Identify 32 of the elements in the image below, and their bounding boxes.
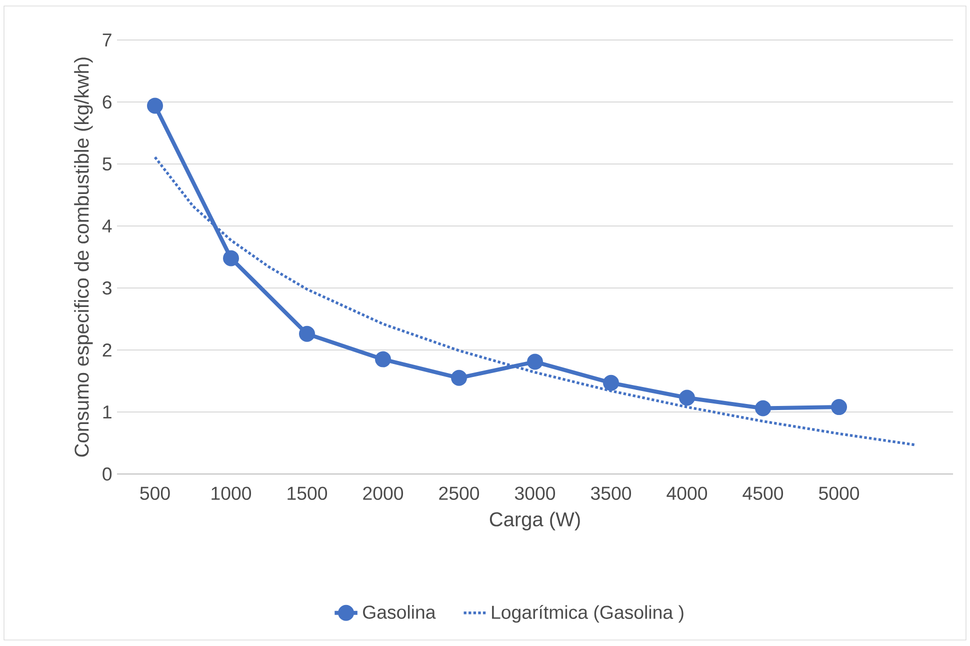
legend-label: Logarítmica (Gasolina ) [492, 604, 684, 623]
y-tick-label: 6 [102, 95, 112, 109]
x-tick-label: 4000 [666, 486, 708, 500]
x-tick-label: 2000 [363, 486, 404, 500]
x-tick-label: 2500 [439, 486, 480, 500]
point [527, 354, 544, 370]
point [831, 399, 848, 416]
y-tick-label: 4 [102, 220, 112, 232]
point [679, 390, 696, 406]
point [451, 370, 468, 386]
x-tick-label: 1000 [212, 486, 252, 500]
point [223, 250, 239, 266]
x-tick-label: 3000 [514, 486, 556, 500]
point [375, 351, 392, 368]
y-tick-label: 5 [102, 157, 112, 171]
point [147, 98, 164, 114]
x-tick-label: 4500 [742, 486, 784, 500]
legend-label: Gasolina [363, 605, 436, 619]
x-axis-title: Carga (W) [490, 512, 580, 530]
y-tick-label: 3 [102, 281, 112, 295]
point [755, 400, 772, 416]
x-tick-label: 3500 [590, 486, 632, 500]
y-tick-label: 1 [103, 406, 112, 418]
point [603, 374, 620, 391]
y-axis-title: Consumo especifico de combustible (kg/kwh) [74, 58, 93, 457]
y-tick-label: 0 [102, 467, 112, 481]
y-tick-label: 7 [102, 34, 112, 46]
x-tick-label: 500 [140, 486, 170, 500]
point [299, 326, 316, 342]
x-tick-label: 1500 [288, 486, 328, 500]
y-tick-label: 2 [102, 343, 112, 357]
x-tick-label: 5000 [819, 486, 860, 500]
